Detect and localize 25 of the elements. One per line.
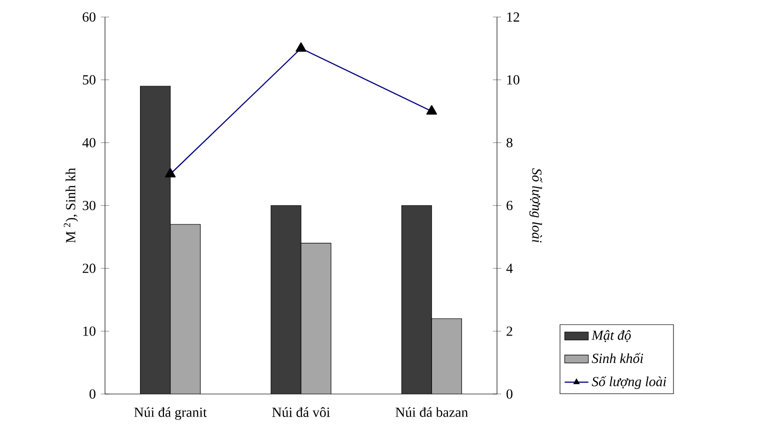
x-tick-label: Núi đá granit bbox=[134, 407, 207, 420]
y2-tick-label: 12 bbox=[507, 12, 520, 22]
x-tick-label: Núi đá bazan bbox=[396, 407, 468, 417]
bar bbox=[140, 86, 170, 394]
y-tick-label: 60 bbox=[82, 12, 96, 22]
y-tick-label: 40 bbox=[82, 138, 96, 148]
y-axis-title: M $^{2}$), Sinh kh bbox=[64, 168, 78, 243]
legend-label: Số lượng loài bbox=[592, 376, 666, 390]
bar bbox=[401, 205, 432, 394]
y2-tick-label: 4 bbox=[506, 264, 513, 273]
y-tick-label: 10 bbox=[83, 326, 96, 336]
y2-tick-label: 2 bbox=[506, 326, 512, 336]
y-tick-label: 20 bbox=[82, 264, 96, 273]
bar bbox=[271, 206, 302, 394]
y2-tick-label: 6 bbox=[506, 200, 513, 210]
y-tick-label: 30 bbox=[82, 200, 96, 210]
y2-tick-label: 0 bbox=[506, 389, 512, 399]
legend-label: Mật độ bbox=[592, 330, 631, 342]
y2-tick-label: 10 bbox=[507, 75, 520, 84]
y2-axis-title: Số lượng loài bbox=[529, 168, 542, 243]
y-tick-label: 50 bbox=[82, 75, 96, 84]
x-tick-label: Núi đá vôi bbox=[272, 407, 330, 417]
legend-label: Sinh khối bbox=[592, 352, 644, 364]
y2-tick-label: 8 bbox=[506, 138, 512, 148]
y-tick-label: 0 bbox=[90, 389, 96, 399]
